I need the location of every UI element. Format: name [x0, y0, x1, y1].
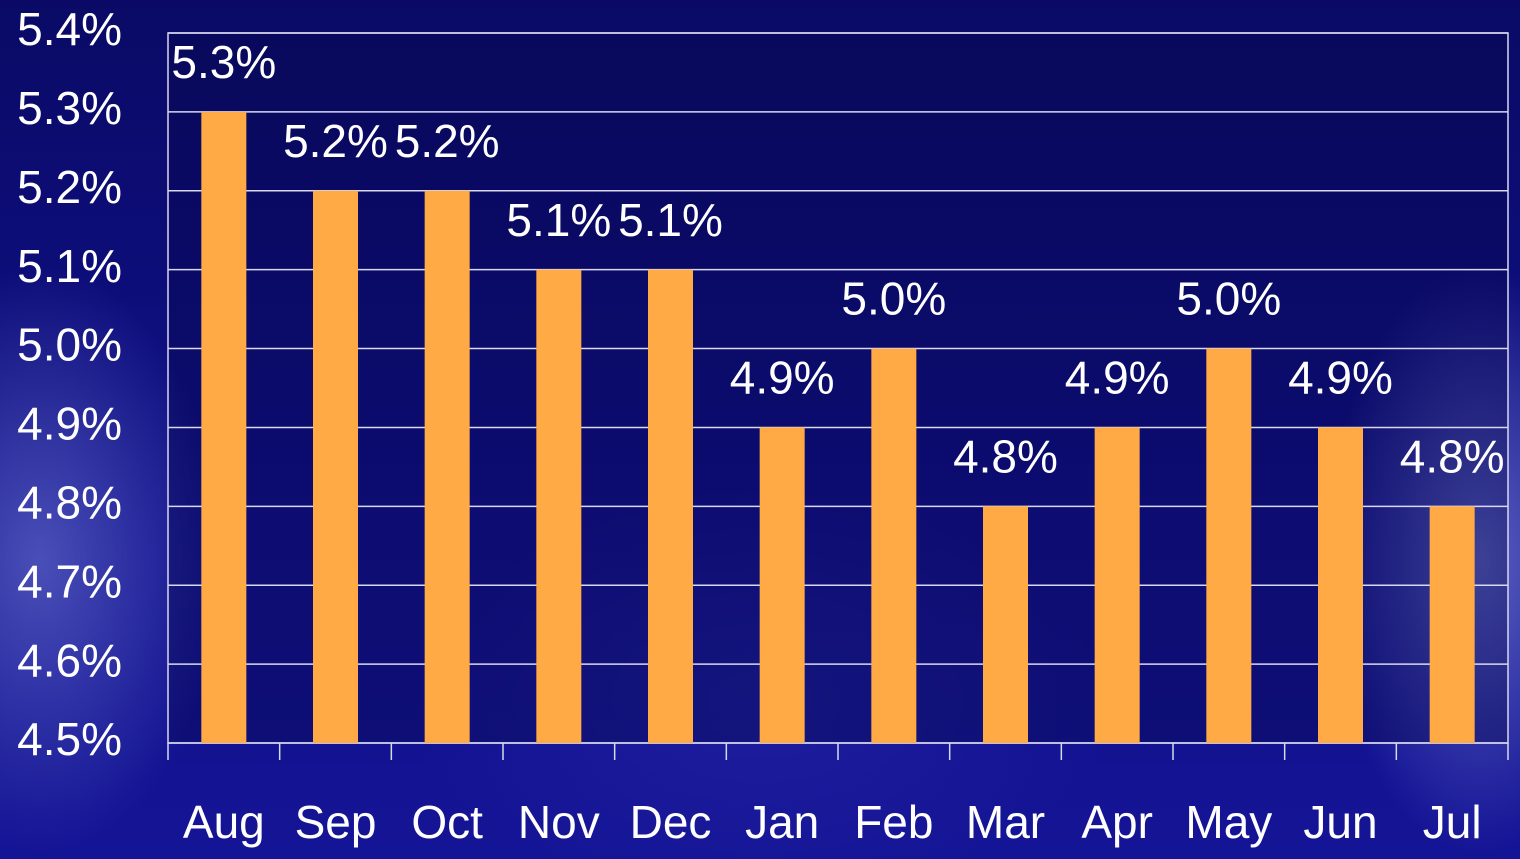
x-tick-label: Apr	[1081, 796, 1153, 848]
bar	[201, 111, 247, 743]
plot-area	[167, 32, 1509, 744]
x-tick-label: May	[1185, 796, 1272, 848]
bar	[313, 190, 358, 743]
y-tick-label: 4.6%	[17, 634, 122, 686]
data-label: 5.2%	[283, 115, 388, 167]
bar	[648, 269, 693, 743]
bar	[1206, 348, 1252, 743]
bar	[1094, 427, 1140, 743]
y-tick-label: 5.0%	[17, 319, 122, 371]
x-tick-label: Aug	[183, 796, 265, 848]
y-tick-label: 4.7%	[17, 555, 122, 607]
y-tick-label: 5.3%	[17, 82, 122, 134]
data-label: 5.2%	[395, 115, 500, 167]
data-label: 4.9%	[730, 352, 835, 404]
x-tick-label: Oct	[411, 796, 483, 848]
x-tick-label: Sep	[295, 796, 377, 848]
x-tick-label: Mar	[966, 796, 1045, 848]
x-tick-label: Jul	[1423, 796, 1482, 848]
x-tick-label: Nov	[518, 796, 600, 848]
data-label: 4.9%	[1065, 352, 1170, 404]
y-tick-label: 4.8%	[17, 476, 122, 528]
y-tick-label: 4.9%	[17, 398, 122, 450]
data-label: 4.8%	[1400, 430, 1505, 482]
data-label: 4.9%	[1288, 352, 1393, 404]
data-label: 5.1%	[618, 194, 723, 246]
x-tick-label: Dec	[630, 796, 712, 848]
y-tick-label: 5.1%	[17, 240, 122, 292]
bar	[424, 190, 470, 743]
data-label: 5.0%	[841, 273, 946, 325]
bar	[1318, 427, 1363, 743]
bar	[1429, 506, 1475, 743]
bar	[759, 427, 805, 743]
bar	[871, 348, 917, 743]
x-tick-label: Feb	[854, 796, 933, 848]
x-tick-label: Jun	[1303, 796, 1377, 848]
bar	[983, 506, 1028, 743]
data-label: 4.8%	[953, 430, 1058, 482]
data-label: 5.3%	[171, 36, 276, 88]
y-tick-label: 5.4%	[17, 3, 122, 55]
x-tick-label: Jan	[745, 796, 819, 848]
y-tick-label: 4.5%	[17, 713, 122, 765]
data-label: 5.1%	[506, 194, 611, 246]
data-label: 5.0%	[1176, 273, 1281, 325]
bar	[536, 269, 582, 743]
y-tick-label: 5.2%	[17, 161, 122, 213]
